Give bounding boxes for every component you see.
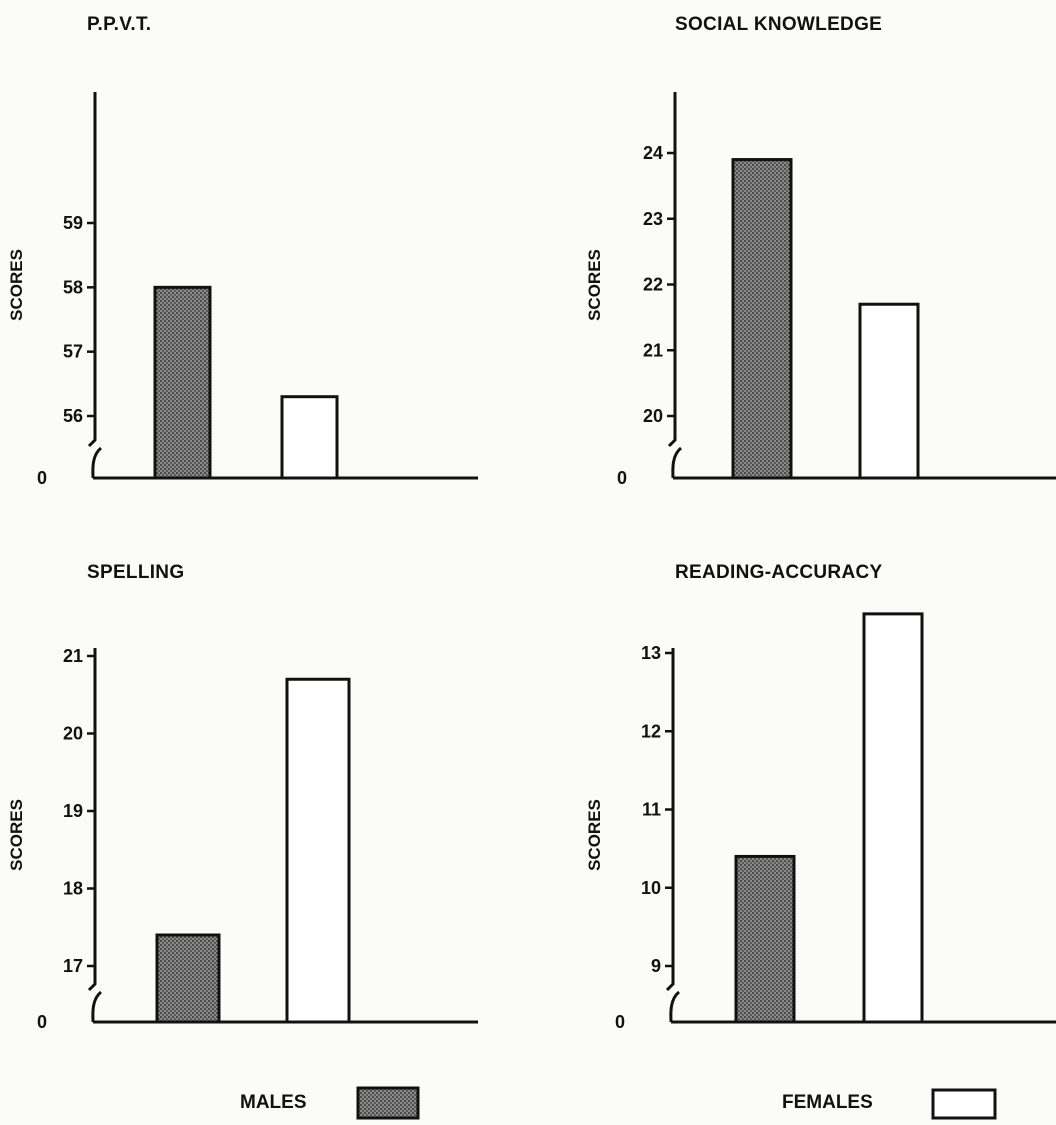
chart-panel: READING-ACCURACY SCORES 0 9 10 11 12 13 (585, 562, 1056, 1032)
y-axis-label: SCORES (7, 249, 26, 321)
y-tick-label: 9 (651, 956, 661, 976)
y-axis (665, 648, 681, 1023)
y-tick-label: 58 (63, 277, 83, 297)
y-tick-label-zero: 0 (615, 1012, 625, 1032)
y-axis (667, 92, 683, 479)
bar-males (153, 285, 212, 480)
bar-males (155, 933, 221, 1024)
y-tick-label: 10 (641, 878, 661, 898)
chart-panel: SOCIAL KNOWLEDGE SCORES 0 20 21 22 23 24 (585, 14, 1056, 488)
chart-title: P.P.V.T. (87, 14, 151, 35)
y-tick-label: 23 (643, 209, 663, 229)
legend-swatch-males (356, 1086, 420, 1120)
y-tick-label: 24 (643, 143, 663, 163)
bar-females (858, 302, 920, 480)
chart-panel: SPELLING SCORES 0 17 18 19 20 21 (7, 562, 478, 1032)
y-tick-label: 19 (63, 801, 83, 821)
y-tick-label: 21 (643, 340, 663, 360)
y-tick-label-zero: 0 (37, 1012, 47, 1032)
y-axis-label: SCORES (585, 799, 604, 871)
chart-title: SOCIAL KNOWLEDGE (675, 14, 882, 35)
y-tick-label: 12 (641, 721, 661, 741)
y-tick-label: 13 (641, 643, 661, 663)
legend: MALES FEMALES (240, 1086, 997, 1120)
legend-label-males: MALES (240, 1092, 307, 1113)
y-tick-label: 18 (63, 879, 83, 899)
y-tick-label-zero: 0 (37, 468, 47, 488)
y-tick-label: 57 (63, 342, 83, 362)
chart-title: SPELLING (87, 562, 184, 583)
bar-females (280, 395, 339, 480)
y-axis (87, 648, 103, 1023)
bar-males (731, 158, 793, 480)
y-tick-label: 22 (643, 275, 663, 295)
y-axis (87, 92, 103, 479)
bar-males (734, 854, 796, 1024)
y-tick-label: 56 (63, 406, 83, 426)
y-tick-label: 17 (63, 956, 83, 976)
y-tick-label: 21 (63, 646, 83, 666)
y-axis-label: SCORES (7, 799, 26, 871)
chart-panel: P.P.V.T. SCORES 0 56 57 58 59 (7, 14, 478, 488)
bar-females (862, 612, 924, 1024)
y-tick-label: 20 (63, 724, 83, 744)
chart-title: READING-ACCURACY (675, 562, 882, 583)
y-tick-label: 20 (643, 406, 663, 426)
y-tick-label: 11 (642, 800, 661, 820)
y-axis-label: SCORES (585, 249, 604, 321)
y-tick-label: 59 (63, 213, 83, 233)
legend-swatch-females (931, 1088, 997, 1120)
legend-label-females: FEMALES (782, 1092, 873, 1113)
bar-females (285, 677, 351, 1024)
y-tick-label-zero: 0 (617, 468, 627, 488)
